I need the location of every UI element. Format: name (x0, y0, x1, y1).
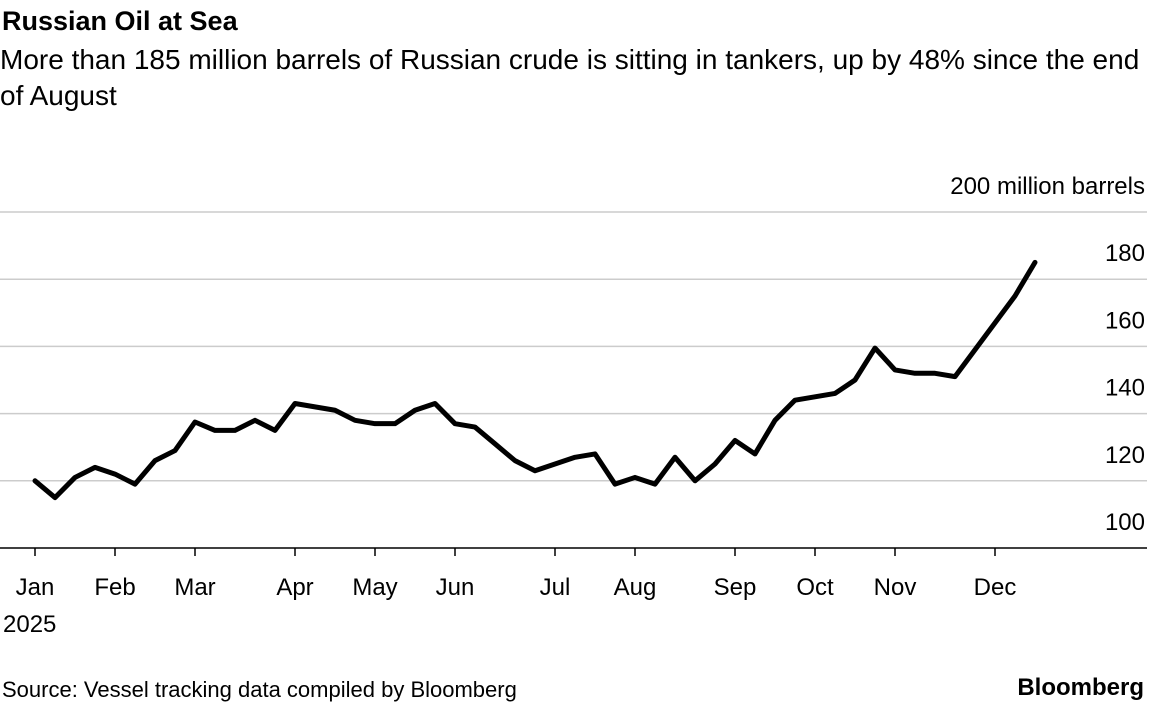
x-tick-label: Jun (436, 574, 475, 601)
x-tick-label: Feb (94, 574, 135, 601)
y-tick-label: 100 (1105, 509, 1145, 536)
x-tick-label: Oct (796, 574, 834, 601)
x-tick-label: Nov (874, 574, 917, 601)
y-tick-label: 160 (1105, 307, 1145, 334)
y-tick-label: 140 (1105, 375, 1145, 402)
subtitle-box: More than 185 million barrels of Russian… (0, 44, 1140, 111)
x-tick-label: May (352, 574, 397, 601)
x-tick-label: Jan (16, 574, 55, 601)
y-tick-label: 120 (1105, 442, 1145, 469)
x-axis-year: 2025 (3, 611, 56, 638)
x-tick-label: Apr (276, 574, 313, 601)
data-line (32, 259, 1038, 501)
y-tick-label: 200 million barrels (950, 173, 1145, 200)
chart-subtitle: More than 185 million barrels of Russian… (0, 44, 1140, 111)
chart-title: Russian Oil at Sea (2, 6, 239, 36)
y-tick-label: 180 (1105, 240, 1145, 267)
x-tick-label: Jul (540, 574, 571, 601)
brand: Bloomberg (1017, 674, 1144, 701)
x-tick-label: Aug (614, 574, 657, 601)
x-tick-label: Mar (174, 574, 215, 601)
source-note: Source: Vessel tracking data compiled by… (2, 677, 517, 702)
x-tick-label: Dec (974, 574, 1017, 601)
x-tick-label: Sep (714, 574, 757, 601)
